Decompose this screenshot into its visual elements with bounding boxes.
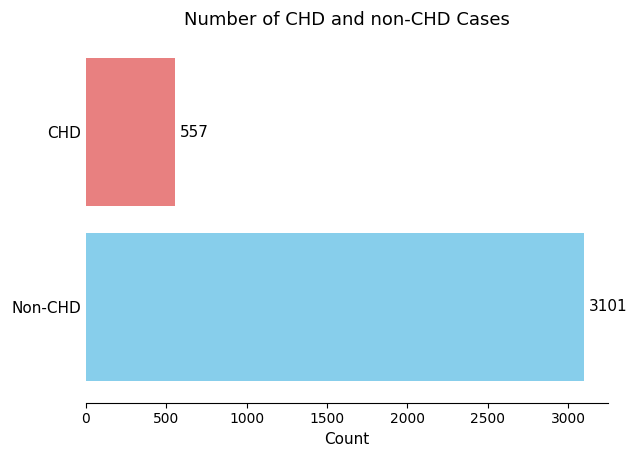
Title: Number of CHD and non-CHD Cases: Number of CHD and non-CHD Cases (184, 11, 510, 29)
Text: 3101: 3101 (589, 299, 628, 314)
Bar (86, 58, 175, 207)
Text: 557: 557 (180, 125, 209, 140)
Bar (86, 233, 584, 381)
X-axis label: Count: Count (324, 432, 370, 447)
